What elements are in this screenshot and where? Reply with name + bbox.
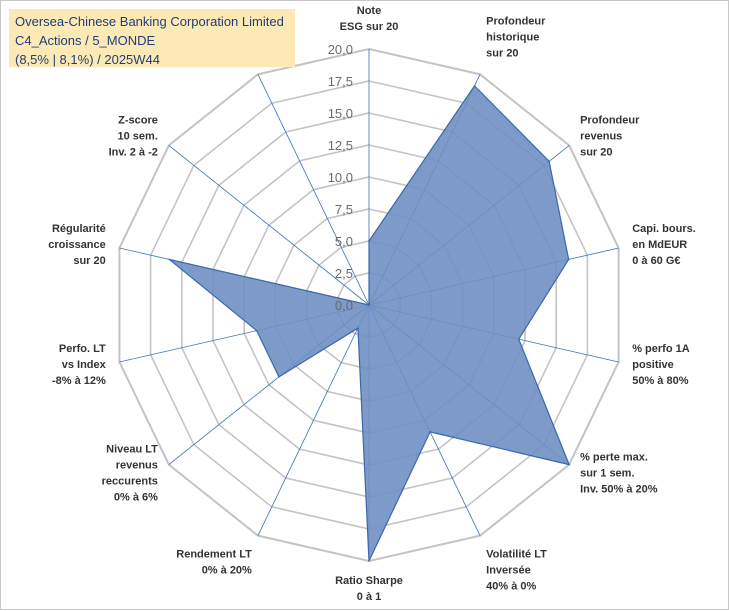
axis-label-0-line-0: Note xyxy=(357,5,381,17)
axis-label-8: Rendement LT 0% à 20% xyxy=(176,548,252,576)
axis-label-3-line-1: en MdEUR xyxy=(632,239,687,251)
axis-label-2-line-1: revenus xyxy=(580,131,622,143)
data-point-4 xyxy=(517,338,520,340)
axis-label-8-line-1: 0% à 20% xyxy=(202,564,252,576)
axis-label-4-line-1: positive xyxy=(632,359,674,371)
label-layer: Note ESG sur 20 Profondeur historique sur 20… xyxy=(48,5,696,603)
axis-label-5-line-2: Inv. 50% à 20% xyxy=(580,483,658,495)
data-point-6 xyxy=(429,431,431,433)
axis-label-7-line-1: 0 à 1 xyxy=(357,591,381,603)
data-point-11 xyxy=(168,258,171,261)
axis-label-6-line-1: Inversée xyxy=(486,564,531,576)
axis-label-3: Capi. bours. en MdEUR 0 à 60 G€ xyxy=(632,223,696,267)
tick-label-2: 5,0 xyxy=(335,234,353,249)
series-layer xyxy=(168,85,570,562)
axis-label-6: Volatilité LT Inversée 40% à 0% xyxy=(486,548,547,592)
spoke-12 xyxy=(168,145,370,306)
axis-label-9-line-3: 0% à 6% xyxy=(114,491,158,503)
axis-label-4-line-2: 50% à 80% xyxy=(632,375,688,387)
axis-label-3-line-2: 0 à 60 G€ xyxy=(632,255,680,267)
data-point-8 xyxy=(357,327,359,329)
tick-label-0: 0,0 xyxy=(335,298,353,313)
data-point-5 xyxy=(568,463,570,466)
axis-label-10-line-2: -8% à 12% xyxy=(52,375,106,387)
axis-label-12-line-0: Z-score xyxy=(118,115,158,127)
axis-label-7-line-0: Ratio Sharpe xyxy=(335,575,403,587)
axis-label-5: % perte max. sur 1 sem. Inv. 50% à 20% xyxy=(580,451,658,495)
data-point-7 xyxy=(368,560,370,562)
tick-label-4: 10,0 xyxy=(328,170,353,185)
spoke-8 xyxy=(257,304,370,536)
tick-label-3: 7,5 xyxy=(335,202,353,217)
tick-label-1: 2,5 xyxy=(335,266,353,281)
axis-label-6-line-2: 40% à 0% xyxy=(486,580,536,592)
data-point-13 xyxy=(368,304,370,306)
data-point-10 xyxy=(255,329,258,332)
data-point-0 xyxy=(368,240,370,242)
axis-label-2-line-2: sur 20 xyxy=(580,147,612,159)
axis-label-9-line-1: revenus xyxy=(116,459,158,471)
axis-label-5-line-1: sur 1 sem. xyxy=(580,467,634,479)
data-point-3 xyxy=(567,258,570,261)
tick-layer: 0,0 2,5 5,0 7,5 10,0 12,5 15,0 17,5 20,0 xyxy=(328,42,353,313)
axis-label-10-line-1: vs Index xyxy=(62,359,107,371)
axis-label-9-line-0: Niveau LT xyxy=(106,443,158,455)
chart-title-box: Oversea-Chinese Banking Corporation Limi… xyxy=(9,9,295,67)
axis-label-6-line-0: Volatilité LT xyxy=(486,548,547,560)
axis-label-11: Régularité croissance sur 20 xyxy=(48,223,105,267)
data-point-1 xyxy=(473,85,476,87)
axis-label-11-line-2: sur 20 xyxy=(73,255,105,267)
axis-label-8-line-0: Rendement LT xyxy=(176,548,252,560)
axis-label-12-line-2: Inv. 2 à -2 xyxy=(109,147,158,159)
data-point-2 xyxy=(548,160,550,163)
data-point-9 xyxy=(278,376,280,378)
axis-label-4: % perfo 1A positive 50% à 80% xyxy=(632,343,690,387)
chart-title-company: Oversea-Chinese Banking Corporation Limi… xyxy=(15,14,284,29)
tick-label-6: 15,0 xyxy=(328,106,353,121)
spoke-13 xyxy=(257,74,370,306)
axis-label-4-line-0: % perfo 1A xyxy=(632,343,690,355)
chart-title-category: C4_Actions / 5_MONDE xyxy=(15,33,156,48)
axis-label-9: Niveau LT revenus reccurents 0% à 6% xyxy=(102,443,159,503)
axis-label-12: Z-score 10 sem. Inv. 2 à -2 xyxy=(109,115,158,159)
axis-label-12-line-1: 10 sem. xyxy=(118,131,158,143)
axis-label-0: Note ESG sur 20 xyxy=(340,5,399,33)
axis-label-2: Profondeur revenus sur 20 xyxy=(580,115,640,159)
axis-label-5-line-0: % perte max. xyxy=(580,451,648,463)
chart-title-performance: (8,5% | 8,1%) / 2025W44 xyxy=(15,52,161,67)
axis-label-1-line-2: sur 20 xyxy=(486,48,518,60)
axis-label-10-line-0: Perfo. LT xyxy=(59,343,106,355)
tick-label-8: 20,0 xyxy=(328,42,353,57)
axis-label-11-line-1: croissance xyxy=(48,239,105,251)
axis-label-1: Profondeur historique sur 20 xyxy=(486,16,546,60)
axis-label-11-line-0: Régularité xyxy=(52,223,106,235)
axis-label-2-line-0: Profondeur xyxy=(580,115,640,127)
tick-label-7: 17,5 xyxy=(328,74,353,89)
axis-label-9-line-2: reccurents xyxy=(102,475,158,487)
axis-label-1-line-1: historique xyxy=(486,32,539,44)
axis-label-7: Ratio Sharpe 0 à 1 xyxy=(335,575,403,603)
axis-label-0-line-1: ESG sur 20 xyxy=(340,21,399,33)
axis-label-1-line-0: Profondeur xyxy=(486,16,546,28)
tick-label-5: 12,5 xyxy=(328,138,353,153)
series-area-0 xyxy=(168,85,570,562)
axis-label-10: Perfo. LT vs Index -8% à 12% xyxy=(52,343,107,387)
axis-label-3-line-0: Capi. bours. xyxy=(632,223,696,235)
